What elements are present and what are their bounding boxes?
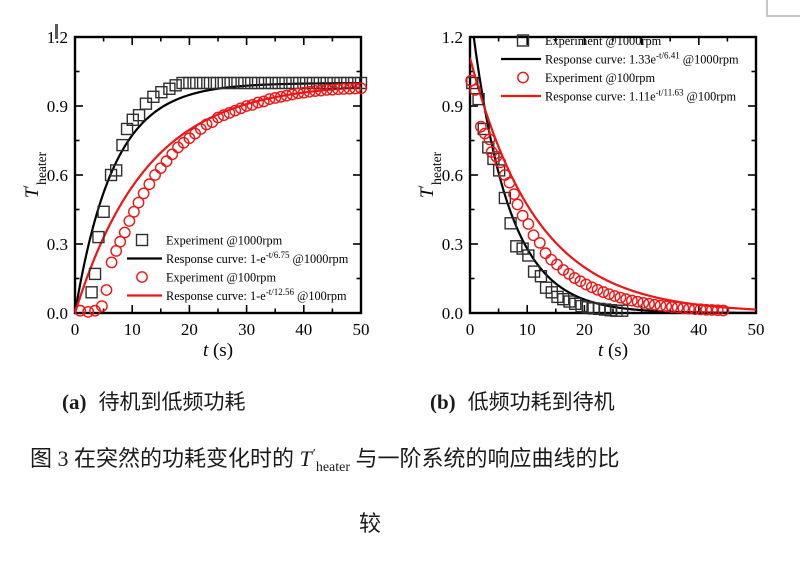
legend-marker-square: [135, 233, 149, 247]
legend-label-a-3: Response curve: 1-e-t/12.56 @100rpm: [166, 287, 347, 303]
x-tick-label: 0: [71, 320, 80, 339]
subcaption-b-label: (b): [430, 390, 456, 414]
y-tick-label: 0.6: [442, 166, 463, 185]
scatter-a-0: [85, 76, 368, 299]
scatter-b-2: [465, 74, 730, 317]
y-axis-title-a: T′heater: [20, 151, 49, 198]
x-tick-label: 20: [576, 320, 593, 339]
x-tick-label: 10: [519, 320, 536, 339]
y-tick-label: 1.2: [442, 28, 463, 47]
y-tick-label: 0.0: [442, 304, 463, 323]
ticks-a: [74, 36, 362, 314]
charts-canvas: 0 10 20 30 40 50 0.0 0.3 0.6 0.9 1.2 t (s) T′heater E…: [20, 28, 765, 361]
symbol-subscript: heater: [315, 460, 351, 475]
figure-caption-line2: 较: [358, 511, 381, 536]
scatter-a-2: [74, 82, 367, 318]
legend-marker-square: [516, 34, 530, 47]
y-axis-title-b: T′heater: [415, 151, 444, 198]
legend-b: Experiment @1000rpm Response curve: 1.33e…: [501, 34, 739, 104]
legend-label-b-1: Response curve: 1.33e-t/6.41 @1000rpm: [545, 51, 739, 67]
x-tick-label: 20: [181, 320, 198, 339]
stray-cursor-mark: [55, 24, 58, 39]
x-axis-title-b: t (s): [598, 340, 628, 361]
y-tick-label: 0.9: [47, 97, 68, 116]
x-tick-label: 50: [353, 320, 370, 339]
legend-a: Experiment @1000rpm Response curve: 1-e-t…: [127, 233, 349, 303]
legend-label-a-0: Experiment @1000rpm: [166, 234, 283, 248]
symbol-T: T: [299, 446, 312, 471]
legend-label-b-3: Response curve: 1.11e-t/11.63 @100rpm: [545, 88, 737, 104]
y-tick-label: 0.0: [47, 304, 68, 323]
subcaption-a: (a) 待机到低频功耗: [62, 386, 246, 416]
x-tick-label: 0: [466, 320, 475, 339]
legend-marker-circle: [517, 71, 529, 84]
figure-caption-line1: 图 3 在突然的功耗变化时的 T′heater 与一阶系统的响应曲线的比: [30, 441, 620, 476]
x-tick-label: 40: [690, 320, 707, 339]
figure-caption-prefix: 图 3 在突然的功耗变化时的: [30, 446, 300, 471]
plot-panel-a: 0 10 20 30 40 50 0.0 0.3 0.6 0.9 1.2 t (s) T′heater E…: [20, 28, 370, 361]
y-tick-label: 0.3: [442, 235, 463, 254]
y-tick-label: 0.9: [442, 97, 463, 116]
subcaption-a-text: 待机到低频功耗: [98, 390, 246, 414]
x-tick-label: 40: [295, 320, 312, 339]
legend-label-b-2: Experiment @100rpm: [545, 71, 655, 85]
y-tick-label: 0.3: [47, 235, 68, 254]
plot-panel-b: 0 10 20 30 40 50 0.0 0.3 0.6 0.9 1.2 t (s) T′heater E…: [415, 28, 765, 361]
x-tick-label: 30: [238, 320, 255, 339]
subcaption-b-text: 低频功耗到待机: [467, 390, 615, 414]
y-tick-label: 1.2: [47, 28, 68, 47]
page-corner-fragment: [766, 0, 800, 17]
subcaption-b: (b) 低频功耗到待机: [430, 386, 615, 416]
figure-caption-suffix: 与一阶系统的响应曲线的比: [350, 446, 620, 471]
tick-labels-b: 0 10 20 30 40 50 0.0 0.3 0.6 0.9 1.2: [442, 28, 765, 339]
subcaption-a-label: (a): [62, 390, 87, 414]
symbol-prime: ′: [312, 447, 316, 462]
x-axis-title-a: t (s): [203, 340, 233, 361]
x-tick-label: 30: [633, 320, 650, 339]
x-tick-label: 10: [124, 320, 141, 339]
legend-label-a-2: Experiment @100rpm: [166, 271, 276, 285]
legend-label-a-1: Response curve: 1-e-t/6.75 @1000rpm: [166, 250, 349, 266]
legend-label-b-0: Experiment @1000rpm: [545, 34, 662, 48]
tick-labels-a: 0 10 20 30 40 50 0.0 0.3 0.6 0.9 1.2: [47, 28, 370, 339]
legend-marker-circle: [136, 271, 148, 283]
scatter-b-0: [466, 76, 629, 317]
y-tick-label: 0.6: [47, 166, 68, 185]
x-tick-label: 50: [748, 320, 765, 339]
response-curve-b-1: [472, 37, 756, 313]
